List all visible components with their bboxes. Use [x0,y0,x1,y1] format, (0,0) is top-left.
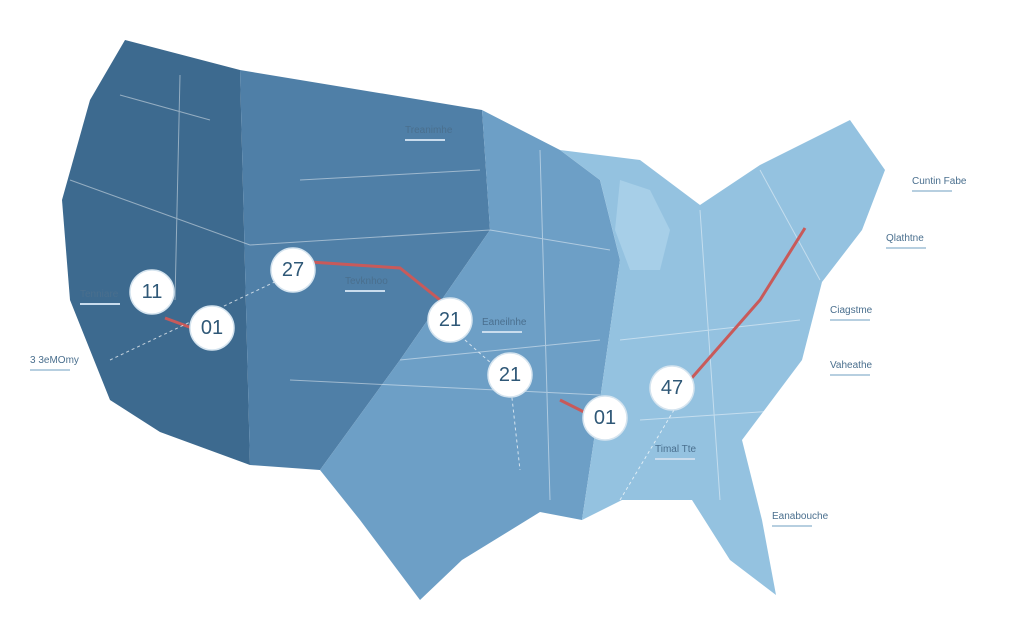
marker-circle [649,365,695,411]
sub-line [345,290,385,292]
place-label: Treanimhe [405,125,453,136]
sub-line [80,303,120,305]
sub-line [655,458,695,460]
region-west [62,40,250,465]
route [309,260,441,302]
place-label: Ciagstme [830,305,873,316]
marker-circle [582,395,628,441]
marker-circle [129,269,175,315]
link [619,399,681,501]
marker-label: 21 [439,309,461,331]
marker-label: 27 [282,259,304,281]
marker-label: 11 [142,281,163,303]
marker-label: 21 [499,364,521,386]
marker-label: 01 [594,407,616,429]
route [688,227,807,381]
place-label: Qlathtne [886,233,924,244]
marker-circle [427,297,473,343]
michigan [615,180,670,270]
region-central [320,110,620,600]
route [164,316,193,330]
us-map [62,40,885,600]
sub-line [830,319,870,321]
place-label: Tevknhoo [345,276,388,287]
place-label: Timal Tte [655,444,697,455]
link [109,269,301,361]
marker-circle [189,305,235,351]
place-label: Eaneilnhe [482,317,527,328]
sub-line [405,139,445,141]
place-label: Cuntin Fabe [912,176,967,187]
marker-circle [270,247,316,293]
sub-line [482,331,522,333]
sub-line [830,374,870,376]
markers: 11 01 27 21 21 01 47 [129,247,695,441]
region-mountain [240,70,490,470]
place-label: Eanabouche [772,511,829,522]
marker-label: 01 [201,317,223,339]
sub-line [30,369,70,371]
marker-circle [487,352,533,398]
sub-line [886,247,926,249]
marker-label: 47 [661,377,683,399]
region-east [560,120,885,595]
sub-line [772,525,812,527]
place-label: 3 3eMOmy [30,355,79,366]
place-label: Tenniare [80,289,119,300]
labels: Tenniare 3 3eMOmy Tevknhoo Treanimhe Eaneiln… [30,125,967,527]
sub-line [912,190,952,192]
place-label: Vaheathe [830,360,873,371]
